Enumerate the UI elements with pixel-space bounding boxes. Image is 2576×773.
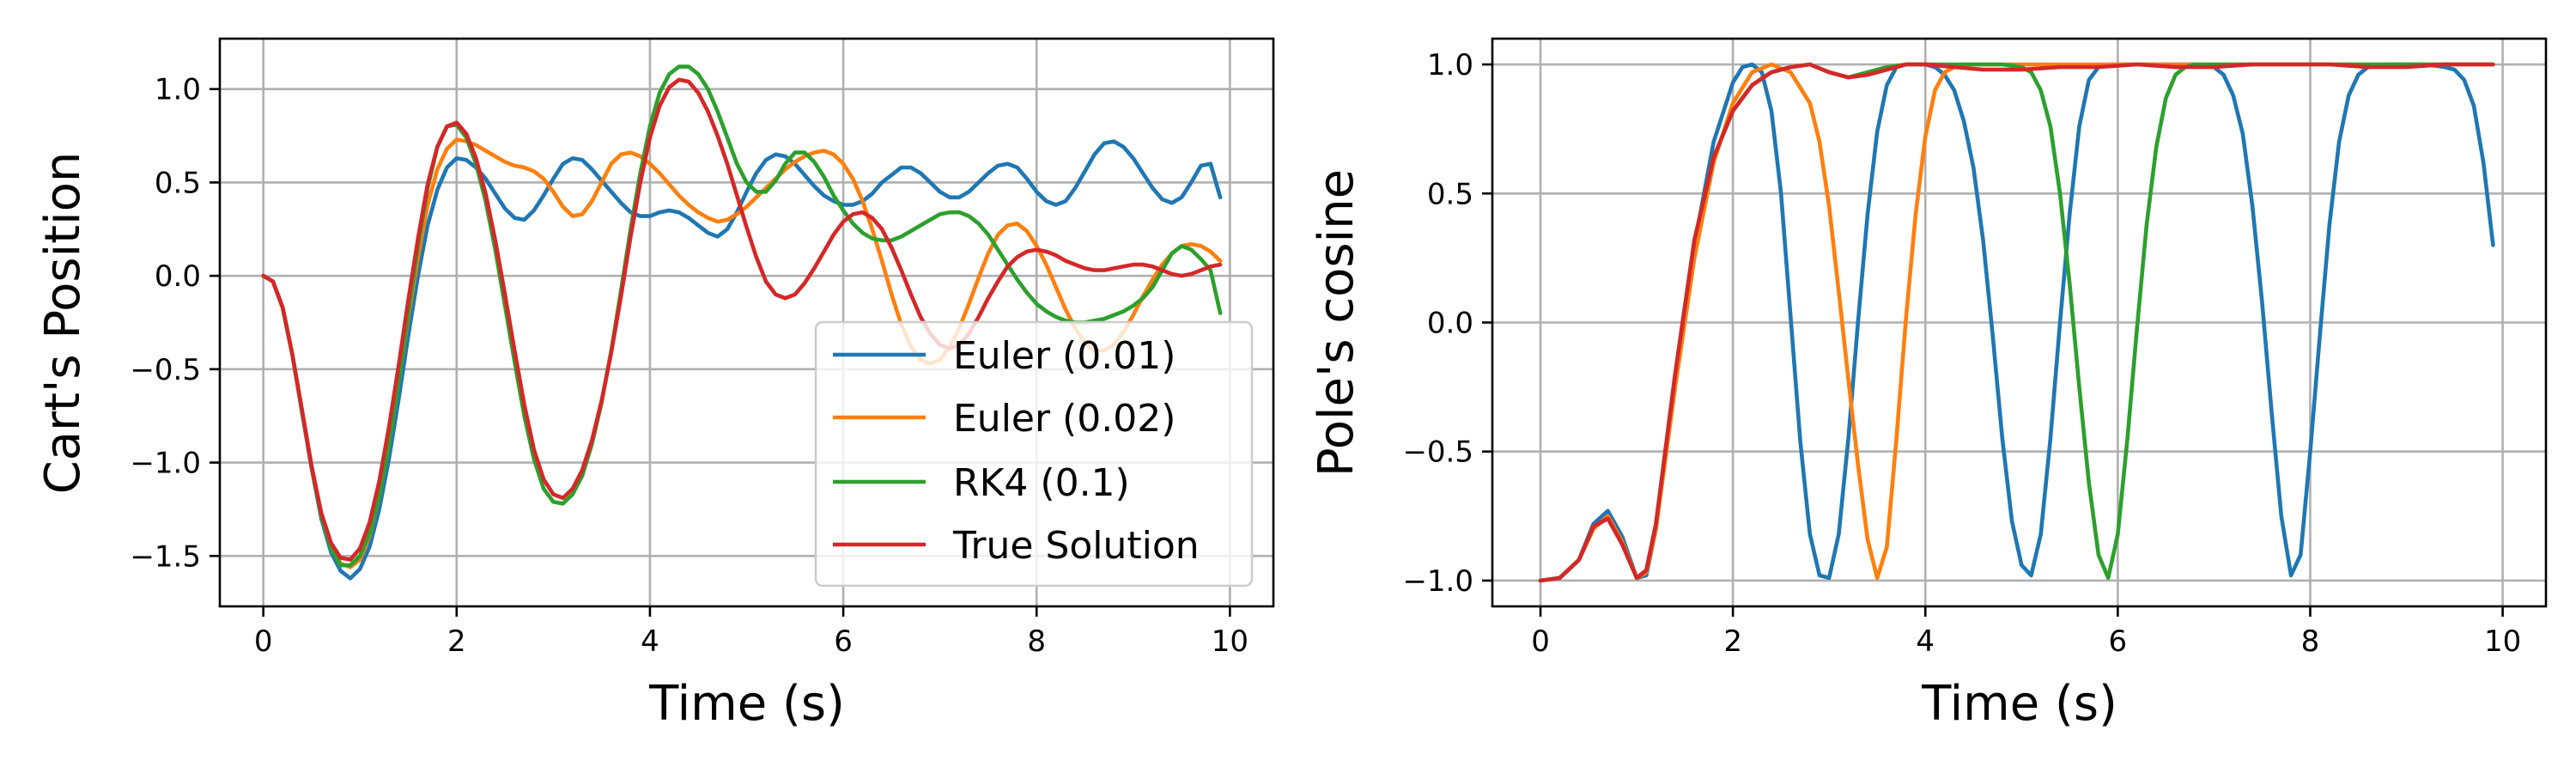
x-tick-label: 0 — [1531, 624, 1550, 659]
y-tick-label: −0.5 — [1402, 435, 1473, 470]
legend-label: True Solution — [952, 524, 1200, 568]
legend-entry: Euler (0.02) — [833, 397, 1176, 441]
x-tick-label: 4 — [641, 624, 659, 659]
x-tick-label: 4 — [1916, 624, 1935, 659]
cart-position-chart: 0 2 4 6 8 10 1.0 0.5 0.0 −0.5 −1.0 −1.5 Time (s) C… — [35, 37, 1275, 732]
x-tick-label: 6 — [834, 624, 853, 659]
x-tick-label: 2 — [447, 624, 466, 659]
y-ticks: 1.0 0.5 0.0 −0.5 −1.0 — [1402, 48, 1492, 599]
legend-entry: RK4 (0.1) — [833, 461, 1130, 505]
x-tick-label: 8 — [2301, 624, 2320, 659]
x-tick-label: 0 — [254, 624, 273, 659]
x-tick-label: 10 — [1212, 624, 1249, 659]
series-line-euler-0-01 — [1538, 62, 2495, 583]
plot-frame — [218, 37, 1275, 608]
y-axis-label: Pole's cosine — [1309, 169, 1364, 477]
legend-label: Euler (0.01) — [953, 334, 1176, 378]
y-tick-label: 1.0 — [1427, 48, 1473, 82]
y-tick-label: 0.5 — [1427, 177, 1473, 211]
y-tick-label: 0.0 — [155, 259, 201, 294]
x-tick-label: 10 — [2484, 624, 2521, 659]
x-axis-label: Time (s) — [1921, 676, 2117, 732]
x-tick-label: 2 — [1723, 624, 1742, 659]
x-axis-label: Time (s) — [648, 676, 845, 732]
legend-entry: True Solution — [833, 524, 1200, 568]
legend-label: Euler (0.02) — [953, 397, 1176, 441]
legend-box — [814, 320, 1254, 587]
legend-entry: Euler (0.01) — [833, 334, 1176, 378]
legend-label: RK4 (0.1) — [953, 461, 1130, 505]
y-tick-label: 0.0 — [1427, 307, 1473, 341]
plot-series — [1538, 62, 2495, 583]
plot-series — [261, 64, 1223, 581]
legend: Euler (0.01) Euler (0.02) RK4 (0.1) True… — [814, 320, 1254, 587]
x-ticks: 0 2 4 6 8 10 — [1531, 606, 2521, 659]
y-tick-label: −1.5 — [130, 539, 201, 574]
y-axis-label: Cart's Position — [35, 152, 91, 495]
series-line-true-solution — [261, 77, 1223, 562]
y-tick-label: 1.0 — [155, 73, 201, 107]
y-tick-label: −1.0 — [1402, 564, 1473, 599]
pole-cosine-chart: 0 2 4 6 8 10 1.0 0.5 0.0 −0.5 −1.0 Time (s) Pole'… — [1309, 37, 2548, 732]
series-line-euler-0-01 — [261, 139, 1223, 581]
x-tick-label: 6 — [2109, 624, 2128, 659]
y-tick-label: −0.5 — [130, 353, 201, 387]
y-tick-label: −1.0 — [130, 447, 201, 481]
x-ticks: 0 2 4 6 8 10 — [254, 606, 1249, 659]
y-tick-label: 0.5 — [155, 166, 201, 200]
series-line-true-solution — [1538, 62, 2495, 583]
x-tick-label: 8 — [1027, 624, 1046, 659]
y-ticks: 1.0 0.5 0.0 −0.5 −1.0 −1.5 — [130, 73, 220, 574]
